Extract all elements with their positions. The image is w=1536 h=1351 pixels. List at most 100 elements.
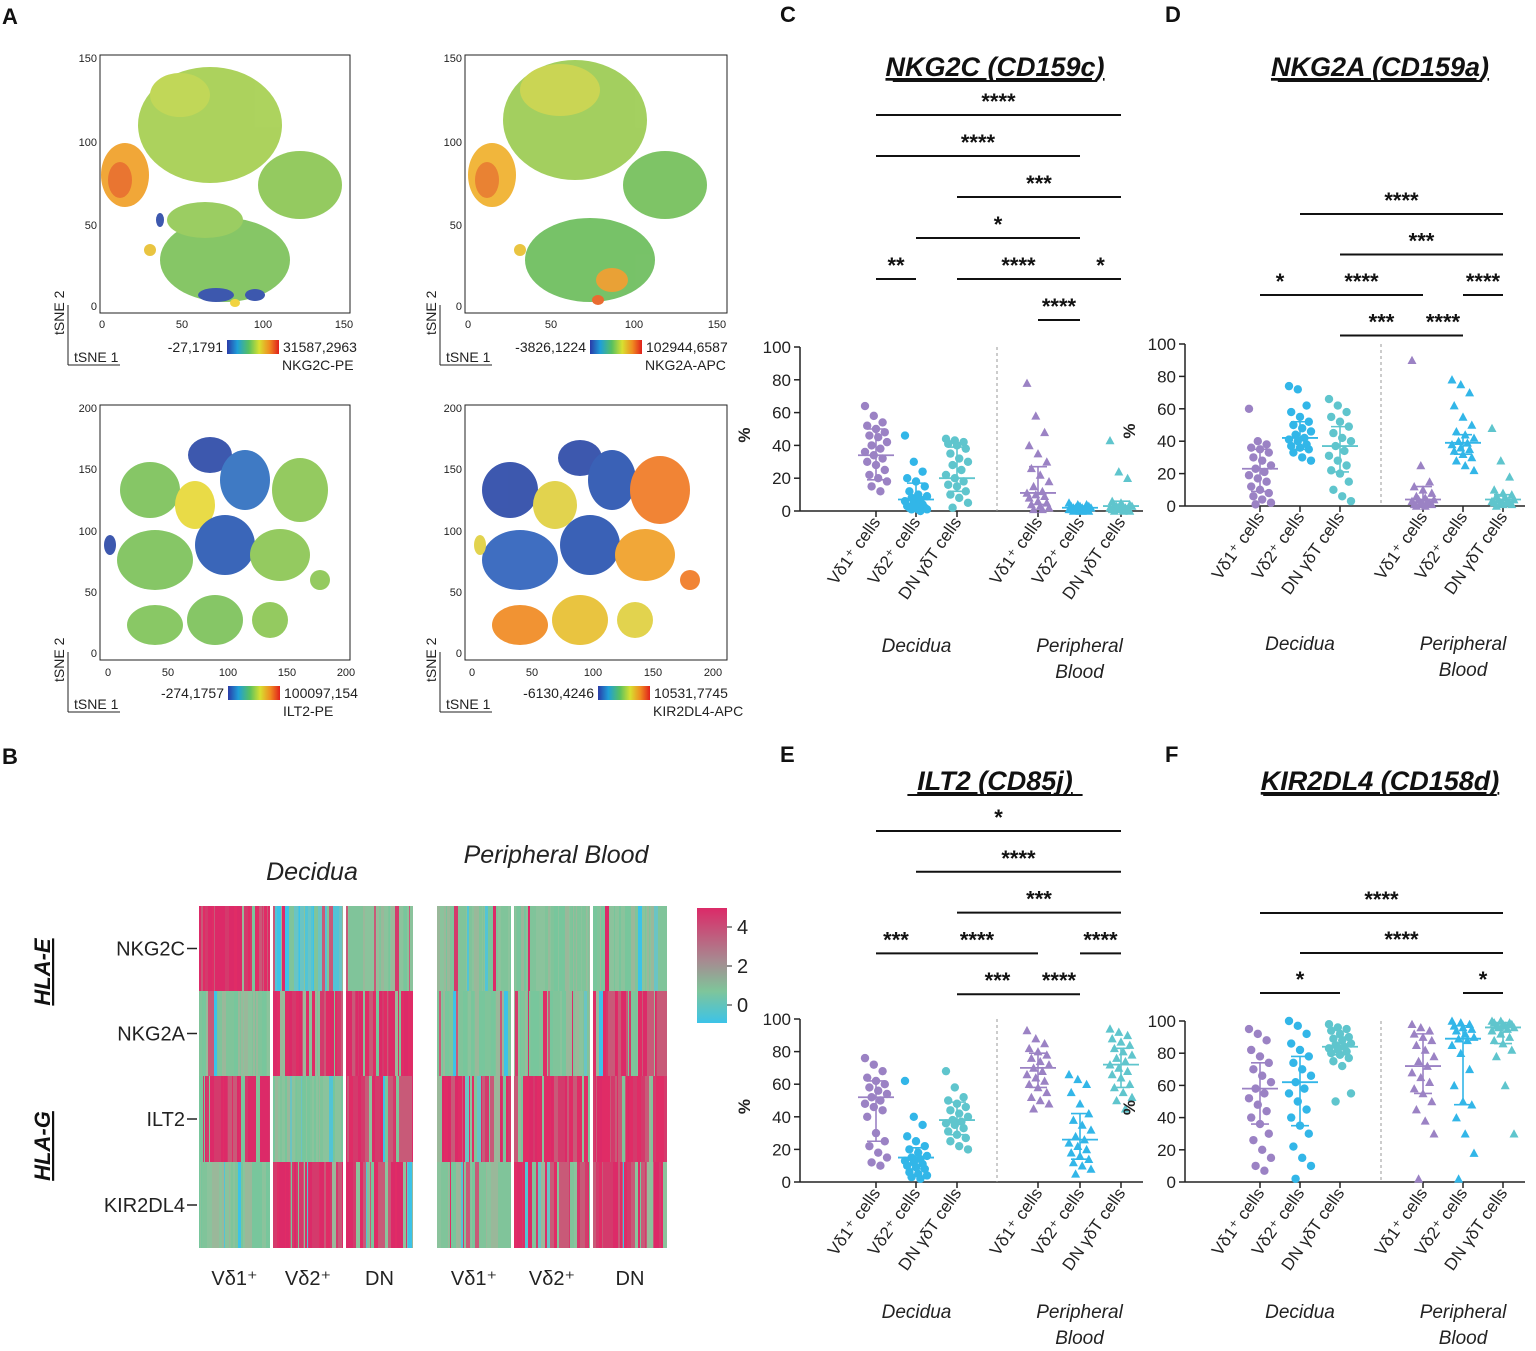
y-axis-label: % [1120, 423, 1139, 438]
heatmap-cell-stripe [292, 1162, 294, 1248]
data-point [1247, 482, 1256, 491]
heatmap-cell-stripe [501, 1162, 504, 1248]
panel-a-label: A [2, 4, 18, 29]
heatmap-cell-stripe [223, 1076, 224, 1162]
heatmap-cell-stripe [289, 1162, 290, 1248]
heatmap-cell-stripe [279, 1162, 283, 1248]
heatmap-cell-stripe [310, 1076, 312, 1162]
data-point [1066, 1087, 1076, 1097]
heatmap-cell-stripe [258, 991, 262, 1076]
heatmap-cell-stripe [550, 906, 551, 991]
heatmap-cell-stripe [614, 906, 615, 991]
data-point [1335, 417, 1345, 426]
chart-title: NKG2A (CD159a) [1271, 52, 1489, 82]
heatmap-cell-stripe [441, 1162, 445, 1248]
tsne-frame [99, 54, 351, 314]
ytick: 200 [444, 403, 462, 415]
heatmap-cell-stripe [530, 1076, 533, 1162]
heatmap-cell-stripe [520, 1162, 522, 1248]
data-point [959, 1093, 968, 1102]
significance-label: * [1296, 967, 1305, 992]
heatmap-cell-stripe [398, 991, 399, 1076]
heatmap-cell-stripe [551, 906, 554, 991]
data-point [1489, 485, 1499, 494]
heatmap-cell-stripe [642, 991, 643, 1076]
tsne-cloud [468, 60, 707, 305]
heatmap-cell-stripe [497, 1076, 500, 1162]
heatmap-cell-stripe [234, 906, 237, 991]
heatmap-cell-stripe [621, 991, 622, 1076]
heatmap-cell-stripe [282, 1076, 285, 1162]
y-tick-label: 0 [1167, 1173, 1176, 1192]
heatmap-cell-stripe [485, 991, 487, 1076]
data-point [1456, 1048, 1466, 1057]
heatmap-cell-stripe [327, 1076, 329, 1162]
data-point [1458, 412, 1468, 421]
heatmap-cell-stripe [631, 991, 635, 1076]
data-point [863, 457, 872, 466]
y-tick-label: 100 [763, 1010, 791, 1029]
heatmap-cell-stripe [309, 1162, 312, 1248]
data-point [1287, 407, 1296, 417]
heatmap-cell-stripe [474, 906, 476, 991]
heatmap-cell-stripe [462, 906, 466, 991]
heatmap-cell-stripe [495, 991, 496, 1076]
data-point [1258, 495, 1267, 504]
data-point [882, 1153, 892, 1162]
heatmap-cell-stripe [489, 1076, 490, 1162]
heatmap-cell-stripe [285, 1076, 287, 1162]
xtick: 150 [708, 319, 726, 331]
heatmap-cell-stripe [454, 906, 458, 991]
heatmap-cell-stripe [364, 1162, 366, 1248]
data-point [1327, 412, 1336, 422]
heatmap-cell-stripe [238, 991, 240, 1076]
xtick: 150 [278, 667, 296, 679]
data-point [909, 457, 918, 466]
heatmap-cell-stripe [507, 1076, 508, 1162]
heatmap-cell-stripe [589, 991, 590, 1076]
heatmap-cell-stripe [299, 991, 302, 1076]
heatmap-cells [199, 906, 667, 1248]
y-tick-label: 20 [772, 469, 791, 488]
heatmap-cell-stripe [320, 991, 323, 1076]
heatmap-header-pb: Peripheral Blood [464, 841, 650, 869]
data-point [907, 505, 916, 514]
heatmap-cell-stripe [574, 1162, 577, 1248]
heatmap-cell-stripe [406, 1162, 407, 1248]
heatmap-cell-stripe [522, 1162, 523, 1248]
heatmap-cell-stripe [346, 906, 348, 991]
heatmap-cell-stripe [382, 1076, 383, 1162]
heatmap-cell-stripe [599, 1076, 602, 1162]
heatmap-cell-stripe [377, 1076, 380, 1162]
ytick: 0 [456, 301, 462, 313]
heatmap-cell-stripe [464, 1162, 466, 1248]
data-point [1123, 473, 1133, 482]
colorbar-max: 100097,154 [284, 685, 358, 701]
heatmap-cell-stripe [242, 991, 243, 1076]
tsne-colorbar [227, 340, 279, 354]
heatmap-cell-stripe [448, 1162, 449, 1248]
data-point [1044, 1099, 1054, 1108]
data-point [903, 1132, 912, 1141]
heatmap-cell-stripe [569, 1076, 573, 1162]
y-axis-label: % [735, 1099, 754, 1114]
heatmap-cell-stripe [207, 1162, 210, 1248]
heatmap-cell-stripe [252, 1162, 256, 1248]
heatmap-cell-stripe [319, 1162, 320, 1248]
heatmap-cell-stripe [596, 1162, 599, 1248]
heatmap-cell-stripe [397, 1162, 401, 1248]
tsne-ylabel: tSNE 2 [423, 290, 439, 335]
heatmap-cell-stripe [573, 1076, 577, 1162]
data-point [1300, 1084, 1309, 1093]
data-point [1293, 385, 1303, 394]
heatmap-cell-stripe [472, 1076, 474, 1162]
heatmap-cell-stripe [493, 906, 496, 991]
heatmap-cell-stripe [514, 906, 515, 991]
panel-a: A 150 100 50 0 0 50 [2, 4, 743, 719]
data-point [955, 1141, 964, 1151]
heatmap-cell-stripe [514, 1162, 517, 1248]
heatmap-cell-stripe [583, 991, 584, 1076]
heatmap-cell-stripe [532, 906, 536, 991]
heatmap-cell-stripe [304, 1162, 305, 1248]
